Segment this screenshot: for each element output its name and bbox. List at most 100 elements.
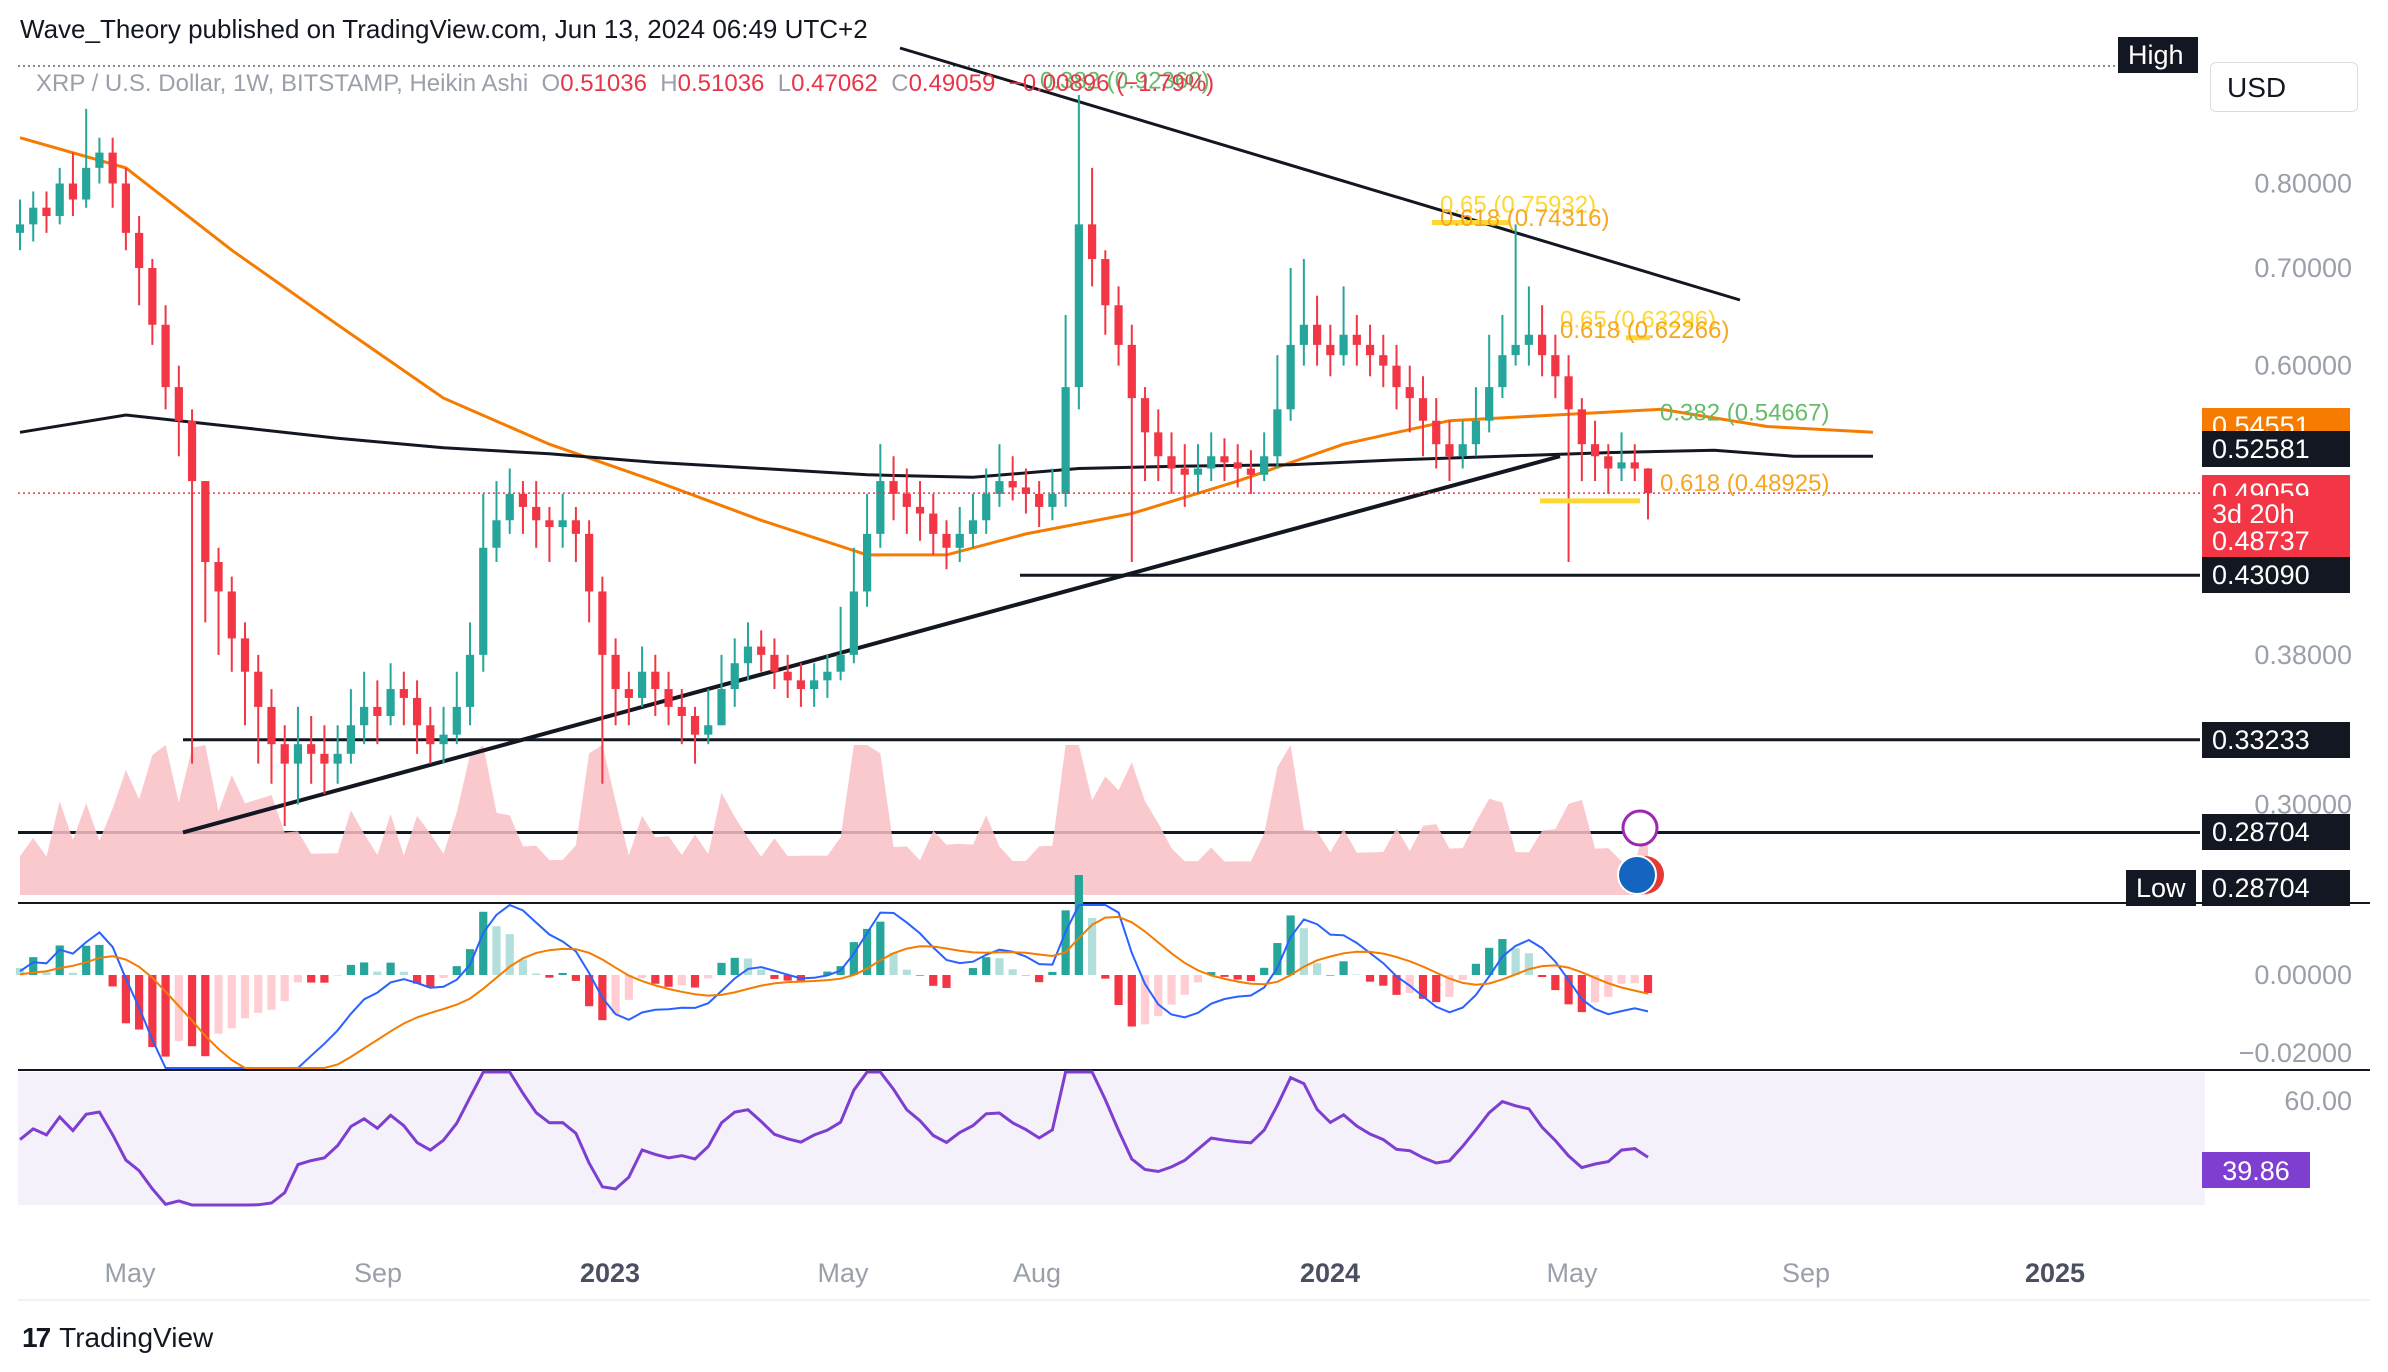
macd-histogram-bar (770, 975, 779, 979)
macd-histogram-bar (757, 969, 766, 975)
tradingview-logo[interactable]: 17 TradingView (22, 1322, 213, 1354)
macd-histogram-bar (1564, 975, 1573, 1005)
macd-histogram-bar (95, 944, 104, 975)
candle-body (1154, 432, 1163, 457)
fib-label: 0.618 (0.62266) (1560, 317, 1729, 344)
macd-histogram-bar (1273, 943, 1282, 975)
candle-body (1458, 444, 1467, 457)
candle-body (307, 744, 316, 754)
macd-histogram-bar (902, 969, 911, 975)
candle-body (1365, 344, 1375, 356)
candle-body (1485, 387, 1494, 421)
macd-histogram-bar (1524, 953, 1533, 975)
candle-body (1207, 456, 1216, 469)
candle-body (677, 706, 686, 717)
candle-body (29, 207, 38, 225)
candle-body (412, 697, 422, 726)
macd-histogram-bar (240, 975, 250, 1019)
macd-histogram-bar (1511, 948, 1520, 975)
candle-body (1101, 259, 1110, 306)
macd-histogram-bar (637, 975, 647, 979)
candle-body (1418, 398, 1428, 421)
macd-histogram-bar (161, 975, 170, 1057)
macd-histogram-bar (532, 973, 541, 975)
candle-body (1048, 493, 1057, 507)
candle-body (1577, 409, 1586, 445)
macd-histogram-bar (942, 975, 951, 988)
candle-body (267, 706, 276, 745)
candle-body (757, 646, 766, 655)
candle-body (1432, 420, 1441, 445)
macd-histogram-bar (1101, 975, 1110, 979)
candle-body (955, 533, 964, 548)
macd-histogram-bar (320, 975, 329, 983)
tradingview-logo-icon: 17 (22, 1322, 51, 1353)
candle-body (42, 207, 51, 216)
candle-body (1193, 468, 1203, 475)
high-label: H (660, 70, 678, 97)
candle-body (862, 533, 872, 592)
macd-histogram-bar (1643, 975, 1653, 994)
time-axis-tick: Sep (1782, 1258, 1830, 1288)
candle-body (545, 520, 554, 528)
macd-histogram-bar (55, 945, 64, 975)
macd-histogram-bar (479, 911, 488, 975)
high-value: 0.51036 (677, 70, 765, 97)
rsi-axis-tick: 60.00 (2284, 1086, 2352, 1116)
candle-body (532, 506, 541, 521)
macd-histogram-bar (1087, 917, 1097, 975)
macd-histogram-bar (664, 975, 673, 987)
price-tag: 0.33233 (2202, 721, 2350, 758)
macd-histogram-bar (29, 957, 38, 975)
publisher-line: Wave_Theory published on TradingView.com… (20, 14, 868, 44)
macd-histogram-bar (1233, 975, 1242, 980)
candle-body (148, 268, 157, 325)
candle-body (942, 533, 951, 548)
macd-histogram-bar (1365, 975, 1375, 982)
candle-body (161, 324, 170, 388)
macd-histogram-bar (201, 975, 210, 1057)
macd-histogram-bar (1630, 975, 1639, 984)
fib-label: 0.65 (0.63296) (1560, 307, 1716, 334)
candle-body (1643, 468, 1653, 494)
macd-histogram-bar (346, 964, 355, 975)
macd-histogram-bar (690, 975, 700, 988)
candle-body (1220, 456, 1229, 463)
candle-body (518, 493, 528, 507)
candle-body (1246, 468, 1256, 475)
high-tag: High (2118, 37, 2198, 73)
candle-body (849, 591, 858, 655)
descending-trendline (899, 46, 1741, 302)
candle-body (439, 734, 448, 745)
macd-histogram-bar (1114, 975, 1123, 1006)
candle-body (704, 725, 713, 735)
candle-body (174, 387, 183, 421)
macd-histogram-bar (611, 975, 620, 1014)
candle-body (360, 706, 369, 726)
candle-body (598, 591, 607, 655)
candle-body (1326, 344, 1335, 356)
macd-histogram-bar (293, 975, 303, 983)
symbol-name: XRP / U.S. Dollar, 1W, BITSTAMP, Heikin … (36, 70, 529, 97)
macd-histogram-bar (1286, 915, 1295, 975)
macd-histogram-bar (1471, 963, 1481, 975)
price-tag: 0.28704 (2202, 869, 2350, 906)
candle-body (187, 420, 197, 482)
candle-body (333, 753, 342, 764)
rsi-panel-background (18, 1072, 2205, 1205)
candle-body (505, 493, 514, 521)
candle-body (783, 671, 792, 681)
currency-button[interactable]: USD (2210, 62, 2358, 112)
macd-histogram-bar (1604, 975, 1613, 998)
macd-histogram-bar (571, 975, 581, 981)
ascending-trendline (182, 454, 1561, 835)
candle-body (770, 654, 779, 672)
time-axis-tick: 2025 (2025, 1258, 2085, 1288)
macd-histogram-bar (704, 975, 713, 979)
macd-histogram-bar (1167, 975, 1176, 1005)
candle-body (1471, 420, 1481, 445)
rsi-value-label: 39.86 (2222, 1156, 2290, 1186)
candle-body (982, 493, 991, 521)
candle-body (1313, 324, 1322, 345)
